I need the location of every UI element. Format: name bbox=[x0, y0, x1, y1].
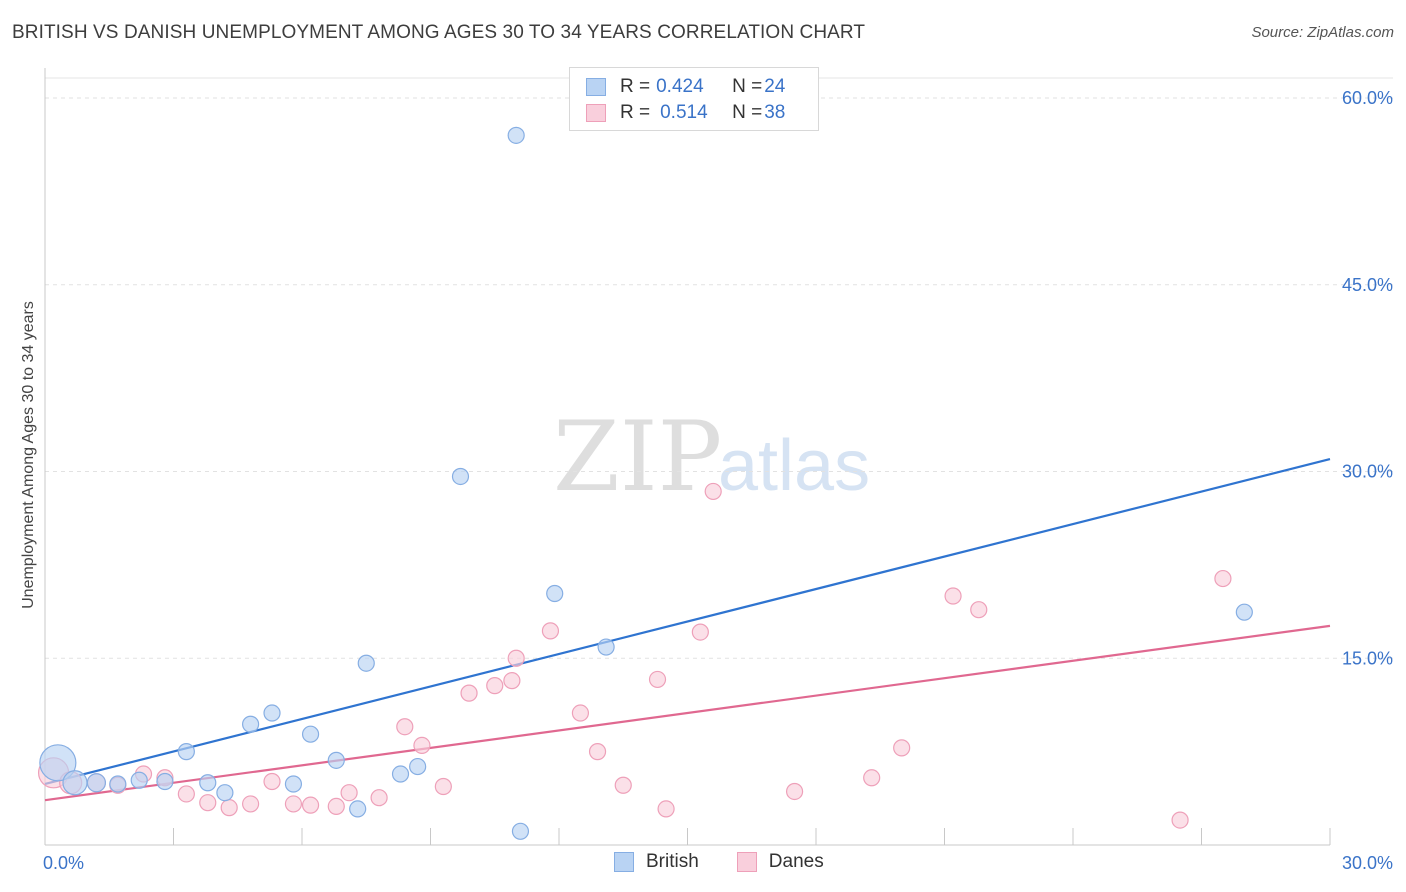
british-point bbox=[62, 770, 88, 796]
danes-point bbox=[370, 789, 388, 807]
british-point bbox=[597, 638, 615, 656]
danes-point bbox=[648, 670, 667, 689]
legend-r-value: 0.514 bbox=[660, 102, 708, 123]
british-point bbox=[409, 757, 427, 776]
danes-point bbox=[486, 677, 504, 695]
x-tick-label: 0.0% bbox=[43, 853, 84, 873]
legend-row-danes: R = 0.514 N = 38 bbox=[586, 101, 785, 125]
watermark-atlas: atlas bbox=[718, 426, 870, 506]
danes-point bbox=[284, 795, 303, 813]
british-point bbox=[177, 743, 195, 761]
legend-item-danes: Danes bbox=[736, 851, 824, 873]
british-point bbox=[199, 774, 217, 792]
source-label: Source: ZipAtlas.com bbox=[1251, 24, 1394, 41]
danes-point bbox=[657, 800, 675, 818]
danes-point bbox=[785, 782, 804, 801]
british-point bbox=[546, 584, 564, 603]
british-point bbox=[511, 822, 530, 840]
british-point bbox=[327, 751, 345, 769]
y-tick-label: 60.0% bbox=[1342, 88, 1393, 108]
danes-point bbox=[199, 794, 217, 812]
y-tick-label: 30.0% bbox=[1342, 462, 1393, 482]
british-point bbox=[301, 725, 320, 743]
danes-point bbox=[340, 784, 358, 802]
axes bbox=[44, 68, 1331, 846]
x-tick-label: 30.0% bbox=[1342, 853, 1393, 873]
gridlines bbox=[45, 77, 1393, 659]
danes-point bbox=[944, 587, 962, 605]
legend-row-british: R = 0.424 N = 24 bbox=[586, 75, 785, 99]
chart-title: BRITISH VS DANISH UNEMPLOYMENT AMONG AGE… bbox=[12, 22, 866, 43]
data-points bbox=[37, 126, 1253, 840]
danes-point bbox=[263, 772, 281, 791]
y-axis-label: Unemployment Among Ages 30 to 34 years bbox=[20, 301, 37, 609]
british-point bbox=[39, 744, 77, 782]
british-point bbox=[451, 467, 470, 486]
british-legend-label: British bbox=[646, 851, 699, 872]
british-point bbox=[109, 775, 127, 793]
legend-r-label: R = bbox=[620, 102, 651, 123]
legend-n-label: N = bbox=[732, 76, 763, 97]
trend-lines bbox=[44, 457, 1331, 802]
danes-point bbox=[434, 777, 452, 796]
british-point bbox=[349, 800, 367, 818]
british-trend-line bbox=[44, 457, 1331, 786]
british-point bbox=[156, 772, 174, 791]
british-point bbox=[507, 126, 525, 144]
danes-swatch bbox=[586, 104, 606, 122]
legend-n-value: 38 bbox=[764, 102, 786, 123]
y-tick-label: 45.0% bbox=[1342, 275, 1393, 295]
danes-point bbox=[460, 684, 478, 702]
watermark-zip: ZIP bbox=[553, 401, 722, 513]
british-swatch bbox=[614, 852, 634, 872]
danes-point bbox=[691, 623, 709, 641]
series-legend: British Danes bbox=[614, 851, 862, 873]
danes-point bbox=[301, 796, 320, 814]
british-point bbox=[86, 773, 107, 793]
danes-point bbox=[704, 482, 722, 501]
danes-legend-label: Danes bbox=[768, 851, 824, 872]
british-point bbox=[284, 775, 303, 793]
legend-r-label: R = bbox=[620, 76, 651, 97]
danes-point bbox=[220, 799, 238, 817]
british-swatch bbox=[586, 78, 606, 96]
danes-point bbox=[571, 704, 590, 722]
british-point bbox=[263, 704, 281, 722]
danes-point bbox=[396, 718, 414, 736]
british-point bbox=[130, 771, 148, 789]
british-point bbox=[391, 765, 410, 783]
danes-trend-line bbox=[44, 624, 1331, 802]
danes-point bbox=[413, 736, 431, 755]
danes-point bbox=[970, 601, 988, 619]
danes-swatch bbox=[736, 852, 757, 872]
y-tick-label: 15.0% bbox=[1342, 648, 1393, 668]
danes-point bbox=[541, 622, 560, 640]
british-point bbox=[1235, 603, 1253, 621]
danes-point bbox=[893, 739, 911, 757]
danes-point bbox=[327, 797, 345, 816]
legend-n-value: 24 bbox=[764, 76, 786, 97]
british-point bbox=[357, 654, 375, 672]
watermark: ZIP atlas bbox=[553, 401, 870, 513]
british-point bbox=[216, 784, 234, 802]
danes-point bbox=[1214, 569, 1232, 588]
tick-labels: 15.0% 30.0% 45.0% 60.0% 0.0% 30.0% bbox=[43, 88, 1393, 873]
danes-point bbox=[588, 743, 607, 761]
danes-point bbox=[614, 776, 632, 794]
danes-point bbox=[863, 769, 881, 787]
danes-point bbox=[1171, 811, 1189, 829]
legend-r-value: 0.424 bbox=[656, 76, 704, 97]
danes-point bbox=[242, 795, 260, 813]
british-point bbox=[242, 715, 260, 733]
legend-item-british: British bbox=[614, 851, 699, 873]
danes-point bbox=[507, 649, 525, 667]
danes-point bbox=[503, 672, 521, 690]
danes-point bbox=[177, 785, 195, 803]
legend-n-label: N = bbox=[732, 102, 763, 123]
stats-legend: R = 0.424 N = 24 R = 0.514 N = 38 bbox=[569, 67, 819, 131]
